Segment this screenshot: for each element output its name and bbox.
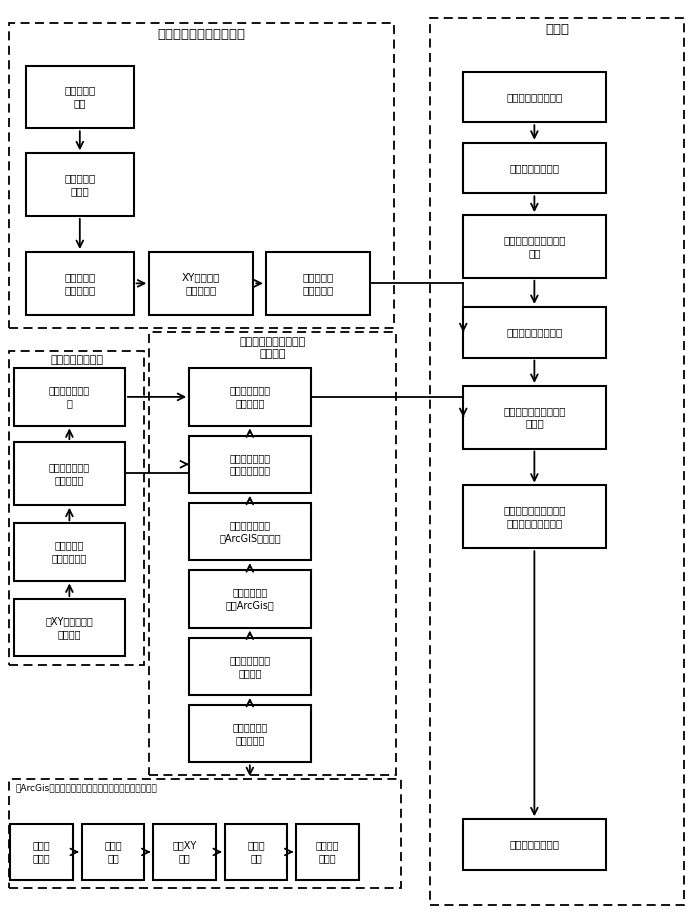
Bar: [464, 820, 605, 869]
Text: 点要素
融合: 点要素 融合: [247, 841, 265, 863]
Bar: [464, 306, 605, 357]
Bar: [430, 18, 684, 905]
Text: 三维模型顶点的坐标高
程提取: 三维模型顶点的坐标高 程提取: [503, 406, 566, 428]
Bar: [9, 779, 401, 888]
Text: 与三维模型合并
为一个整体: 与三维模型合并 为一个整体: [49, 462, 90, 485]
Bar: [189, 368, 310, 426]
Text: 在XY平面上绘制
线段格网: 在XY平面上绘制 线段格网: [46, 617, 93, 639]
Bar: [189, 503, 310, 560]
Text: 在ArcGis中提取工程模型顶点坐标高程数据的处理流程: 在ArcGis中提取工程模型顶点坐标高程数据的处理流程: [16, 784, 158, 793]
Bar: [149, 252, 253, 315]
Bar: [26, 66, 133, 128]
Bar: [10, 824, 73, 880]
Bar: [189, 570, 310, 628]
Text: 模型顶点坐标高
程数据提取: 模型顶点坐标高 程数据提取: [229, 386, 271, 408]
Text: 三维模型顶点加
密: 三维模型顶点加 密: [49, 386, 90, 408]
Text: 刷选模型边
界线段: 刷选模型边 界线段: [64, 174, 96, 196]
Bar: [14, 368, 125, 426]
Bar: [149, 332, 396, 775]
Bar: [225, 824, 287, 880]
Text: 模型顶点加密流程: 模型顶点加密流程: [50, 355, 103, 366]
Text: 三维模型边界线导出流程: 三维模型边界线导出流程: [158, 28, 246, 41]
Bar: [9, 351, 144, 665]
Text: 添加XY
坐标: 添加XY 坐标: [173, 841, 196, 863]
Text: 三维建筑模型构建: 三维建筑模型构建: [509, 163, 559, 173]
Text: 构建水动力学模型: 构建水动力学模型: [509, 840, 559, 849]
Bar: [464, 386, 605, 449]
Text: 三维模型边界线导出: 三维模型边界线导出: [506, 328, 563, 337]
Text: 空间数据处理提
取模型顶点坐标: 空间数据处理提 取模型顶点坐标: [229, 453, 271, 475]
Bar: [296, 824, 359, 880]
Bar: [464, 485, 605, 548]
Bar: [26, 252, 133, 315]
Text: 模型高程和边界数据导
入水动力学建模平台: 模型高程和边界数据导 入水动力学建模平台: [503, 506, 566, 528]
Text: 线段格网在
模型表面投影: 线段格网在 模型表面投影: [52, 541, 87, 563]
Text: 三维场地开挖与回填: 三维场地开挖与回填: [506, 92, 563, 102]
Text: 组装模型全部
打散成线段: 组装模型全部 打散成线段: [232, 723, 267, 745]
Text: 提取模型顶点坐标高程
数据流程: 提取模型顶点坐标高程 数据流程: [239, 337, 305, 359]
Text: 以模型原格式
导入ArcGis中: 以模型原格式 导入ArcGis中: [226, 588, 274, 610]
Text: 三维异构体模型导入与
组装: 三维异构体模型导入与 组装: [503, 235, 566, 258]
Bar: [464, 71, 605, 122]
Bar: [464, 215, 605, 278]
Bar: [266, 252, 370, 315]
Bar: [26, 153, 133, 216]
Bar: [464, 142, 605, 194]
Text: 点要素
筛选: 点要素 筛选: [104, 841, 122, 863]
Text: 要素折
点转点: 要素折 点转点: [33, 841, 51, 863]
Text: 去除位于模型底
面的线段: 去除位于模型底 面的线段: [229, 655, 271, 677]
Text: 连接线段成
封闭多段线: 连接线段成 封闭多段线: [64, 272, 96, 294]
Text: 设置坐标系、转
为ArcGIS数据格式: 设置坐标系、转 为ArcGIS数据格式: [219, 521, 280, 543]
Text: 导出多段线
控制点坐标: 导出多段线 控制点坐标: [302, 272, 334, 294]
Bar: [82, 824, 144, 880]
Bar: [189, 436, 310, 493]
Bar: [14, 523, 125, 581]
Text: 模型打散成
线段: 模型打散成 线段: [64, 86, 96, 108]
Bar: [14, 442, 125, 505]
Bar: [189, 638, 310, 695]
Bar: [9, 23, 394, 328]
Text: 点要素数
据导出: 点要素数 据导出: [316, 841, 339, 863]
Bar: [153, 824, 216, 880]
Bar: [189, 705, 310, 762]
Text: 总流程: 总流程: [545, 23, 569, 36]
Bar: [14, 599, 125, 656]
Text: XY平面上的
投影多段线: XY平面上的 投影多段线: [182, 272, 221, 294]
